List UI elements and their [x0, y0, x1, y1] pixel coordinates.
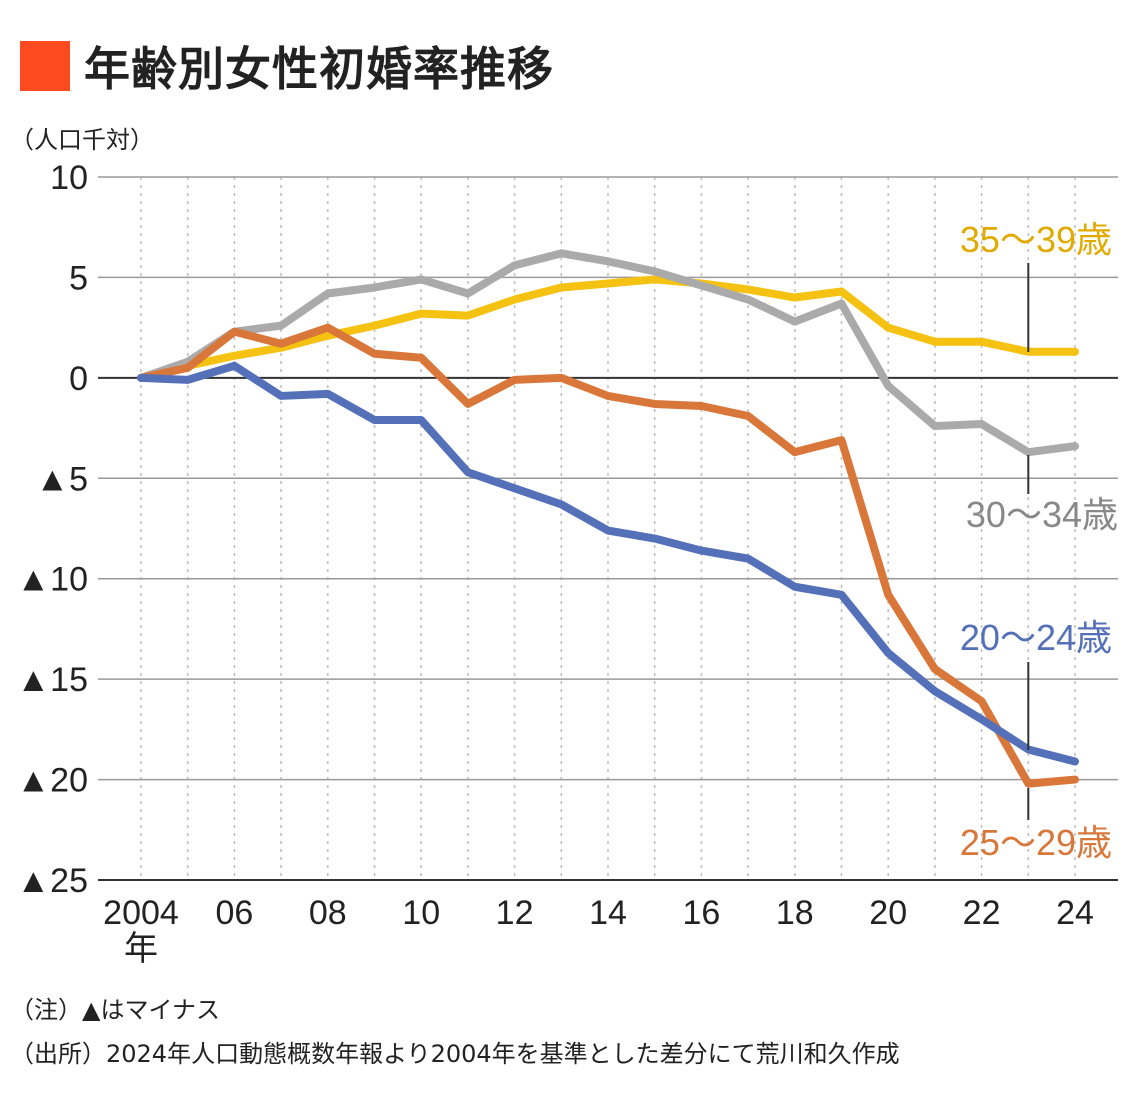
x-tick-label: 22: [963, 894, 1001, 932]
series-line: [137, 249, 1079, 457]
y-tick-label: ▲15: [17, 661, 88, 699]
series-label: 25〜29歳: [960, 822, 1112, 863]
y-tick-label: ▲5: [35, 460, 88, 498]
x-tick-label: 14: [589, 894, 627, 932]
x-tick-label: 24: [1056, 894, 1094, 932]
y-tick-label: ▲10: [17, 561, 88, 599]
series-labels: 35〜39歳 30〜34歳 20〜24歳 25〜29歳: [960, 219, 1118, 863]
chart-title: 年齢別女性初婚率推移: [20, 38, 554, 96]
x-tick-label: 16: [682, 894, 720, 932]
x-tick-label: 2004: [103, 894, 179, 932]
y-tick-label: ▲25: [17, 862, 88, 900]
series-line: [137, 275, 1079, 382]
series-line: [137, 323, 1079, 788]
y-tick-label: ▲20: [17, 762, 88, 800]
x-tick-label: 06: [215, 894, 253, 932]
x-tick-label: 08: [309, 894, 347, 932]
series-label: 20〜24歳: [960, 617, 1112, 658]
y-tick-label: 10: [50, 159, 88, 197]
title-text: 年齢別女性初婚率推移: [84, 42, 554, 96]
series-lines: [137, 249, 1079, 788]
series-line: [137, 361, 1079, 766]
series-label: 35〜39歳: [960, 219, 1112, 260]
axis-layer: 10 5 0 ▲5 ▲10 ▲15 ▲20 ▲25 2004 06 08 10 12 14 16 18 20 22…: [17, 159, 1094, 968]
note-minus: （注）▲はマイナス: [10, 996, 220, 1024]
y-axis-unit-label: （人口千対）: [10, 126, 154, 154]
x-tick-suffix: 年: [124, 930, 158, 968]
x-tick-label: 20: [869, 894, 907, 932]
y-tick-label: 0: [69, 360, 88, 398]
x-tick-label: 18: [776, 894, 814, 932]
x-tick-label: 12: [496, 894, 534, 932]
y-tick-label: 5: [69, 259, 88, 297]
note-source: （出所）2024年人口動態概数年報より2004年を基準とした差分にて荒川和久作成: [10, 1040, 900, 1068]
title-square-icon: [20, 41, 70, 91]
series-label: 30〜34歳: [966, 494, 1118, 535]
x-tick-label: 10: [402, 894, 440, 932]
